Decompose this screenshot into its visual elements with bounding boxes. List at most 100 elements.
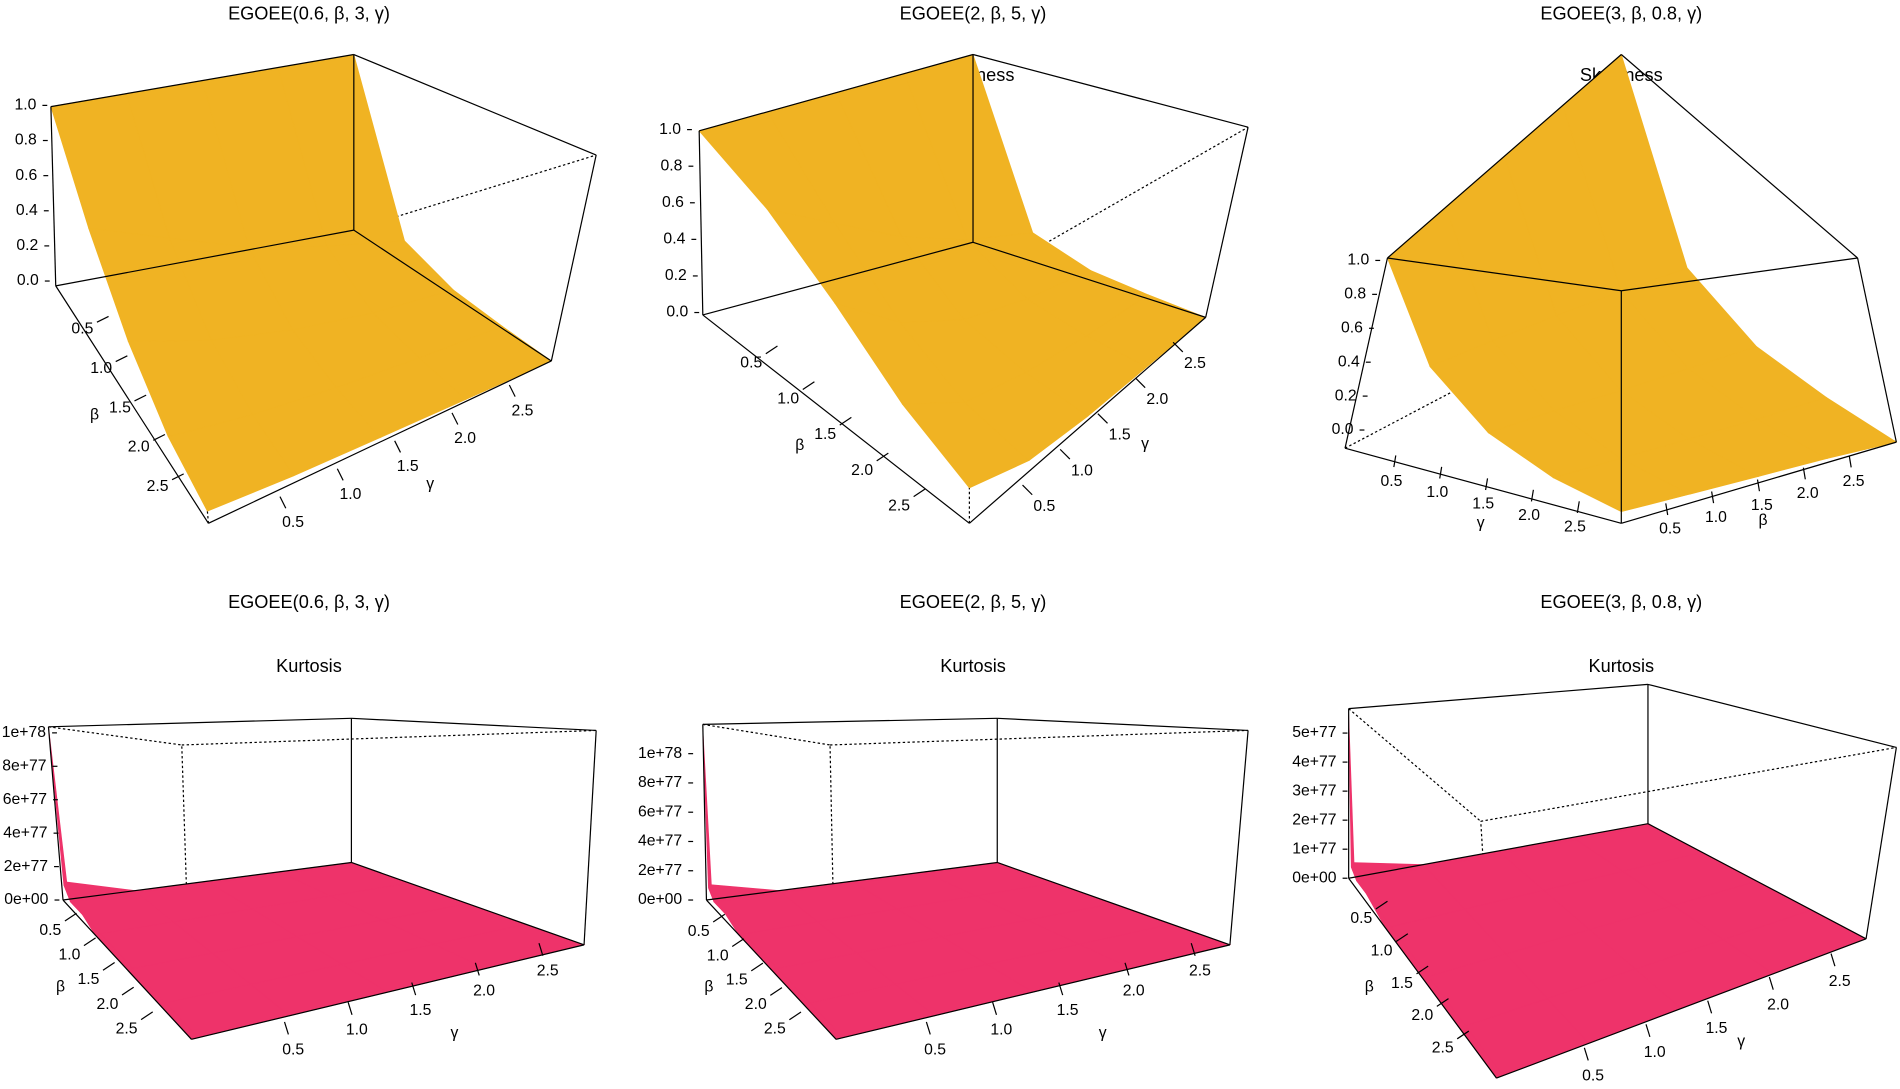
x-tick-mark bbox=[64, 912, 77, 922]
x-tick-label: 1.5 bbox=[78, 971, 100, 988]
box-edge bbox=[48, 717, 352, 728]
x-tick-mark bbox=[1802, 467, 1806, 480]
x-tick-label: 1.5 bbox=[814, 426, 836, 443]
x-tick-mark bbox=[171, 473, 184, 481]
x-tick-label: 0.5 bbox=[740, 355, 762, 372]
y-tick-label: 1.5 bbox=[410, 1002, 432, 1019]
box-edge bbox=[1348, 877, 1497, 1079]
y-tick-mark bbox=[1097, 413, 1108, 424]
box-edge bbox=[698, 130, 704, 315]
x-tick-label: 0.5 bbox=[1659, 521, 1681, 538]
z-tick-label: 0.2 bbox=[665, 267, 687, 284]
x-tick-label: 2.5 bbox=[1843, 473, 1865, 490]
y-tick-mark bbox=[1830, 953, 1836, 967]
box-edge bbox=[1865, 747, 1897, 939]
z-tick-label: 1e+78 bbox=[638, 745, 682, 762]
box-edge bbox=[353, 229, 552, 362]
y-tick-mark bbox=[1172, 341, 1184, 353]
x-tick-mark bbox=[1456, 1030, 1470, 1040]
z-tick-label: 1.0 bbox=[1347, 252, 1369, 269]
y-tick-label: 2.0 bbox=[473, 982, 495, 999]
z-tick-label: 1e+78 bbox=[2, 724, 46, 741]
z-tick-label: 6e+77 bbox=[3, 791, 47, 808]
y-tick-mark bbox=[1707, 1000, 1713, 1014]
z-tick-label: 0.6 bbox=[15, 167, 37, 184]
x-tick-label: 1.0 bbox=[707, 947, 729, 964]
box-edge bbox=[55, 285, 209, 524]
x-tick-label: 1.5 bbox=[1751, 497, 1773, 514]
box-edge bbox=[1348, 683, 1649, 710]
box-edge bbox=[181, 729, 597, 746]
x-axis-label: β bbox=[704, 978, 713, 995]
y-tick-mark bbox=[538, 942, 544, 956]
y-tick-label: 1.5 bbox=[1705, 1020, 1727, 1037]
y-tick-label: 2.0 bbox=[454, 430, 476, 447]
x-tick-mark bbox=[1848, 455, 1852, 468]
box-edge bbox=[997, 861, 1231, 946]
x-tick-label: 1.0 bbox=[1371, 942, 1393, 959]
z-tick-label: 8e+77 bbox=[638, 774, 682, 791]
y-tick-label: 0.5 bbox=[1582, 1067, 1604, 1084]
box-edge bbox=[1348, 708, 1482, 822]
y-tick-label: 2.5 bbox=[1829, 973, 1851, 990]
x-tick-mark bbox=[913, 488, 926, 498]
x-tick-label: 2.5 bbox=[888, 498, 910, 515]
z-tick-label: 1e+77 bbox=[1292, 840, 1336, 857]
y-tick-label: 1.0 bbox=[346, 1022, 368, 1039]
box-edge bbox=[583, 730, 597, 945]
chart-subtitle: Kurtosis bbox=[1588, 656, 1654, 676]
x-axis-label: β bbox=[1365, 978, 1374, 995]
z-tick-label: 4e+77 bbox=[3, 824, 47, 841]
y-tick-mark bbox=[1645, 1024, 1651, 1038]
box-edge bbox=[62, 861, 352, 901]
box-edge bbox=[997, 717, 1249, 732]
z-tick-label: 0.8 bbox=[15, 132, 37, 149]
box-edge bbox=[208, 360, 552, 524]
x-tick-mark bbox=[1395, 933, 1409, 942]
z-tick-label: 6e+77 bbox=[638, 803, 682, 820]
chart-title: EGOEE(2, β, 5, γ) bbox=[900, 3, 1047, 23]
x-tick-mark bbox=[750, 962, 764, 972]
y-tick-label: 0.5 bbox=[1380, 473, 1402, 490]
box-edge bbox=[835, 944, 1231, 1040]
y-tick-label: 1.0 bbox=[1071, 462, 1093, 479]
x-tick-mark bbox=[789, 1011, 802, 1021]
y-tick-mark bbox=[336, 468, 344, 481]
y-axis-label: γ bbox=[1141, 436, 1149, 453]
x-tick-mark bbox=[1416, 965, 1429, 975]
x-axis-label: β bbox=[90, 407, 99, 424]
x-tick-mark bbox=[765, 345, 778, 355]
surface bbox=[1387, 53, 1898, 513]
box-edge bbox=[48, 726, 182, 746]
chart-title: EGOEE(0.6, β, 3, γ) bbox=[228, 592, 390, 612]
box-edge bbox=[1496, 938, 1867, 1079]
x-tick-label: 1.5 bbox=[1391, 975, 1413, 992]
box-edge bbox=[1620, 54, 1858, 259]
y-tick-mark bbox=[992, 1002, 998, 1015]
z-tick-label: 0.6 bbox=[662, 194, 684, 211]
surface bbox=[1348, 714, 1867, 1079]
x-tick-label: 2.5 bbox=[147, 478, 169, 495]
y-tick-label: 1.0 bbox=[1426, 484, 1448, 501]
z-tick-label: 0e+00 bbox=[1292, 869, 1336, 886]
x-axis-label: β bbox=[795, 437, 804, 454]
z-tick-label: 0.0 bbox=[1332, 421, 1354, 438]
x-tick-mark bbox=[140, 1011, 154, 1021]
z-tick-label: 0.8 bbox=[1344, 286, 1366, 303]
y-tick-mark bbox=[394, 440, 402, 453]
y-tick-label: 1.5 bbox=[397, 458, 419, 475]
y-tick-label: 0.5 bbox=[924, 1041, 946, 1058]
y-tick-mark bbox=[451, 412, 459, 425]
box-edge bbox=[702, 241, 974, 316]
x-tick-mark bbox=[1375, 900, 1388, 910]
x-tick-mark bbox=[115, 355, 128, 363]
y-tick-mark bbox=[1530, 489, 1534, 502]
y-tick-label: 2.5 bbox=[1564, 519, 1586, 536]
y-tick-mark bbox=[279, 496, 287, 509]
x-tick-mark bbox=[134, 394, 147, 402]
z-tick-label: 3e+77 bbox=[1292, 782, 1336, 799]
z-tick-label: 0.4 bbox=[1338, 353, 1360, 370]
y-tick-label: 0.5 bbox=[282, 514, 304, 531]
z-tick-label: 2e+77 bbox=[638, 862, 682, 879]
